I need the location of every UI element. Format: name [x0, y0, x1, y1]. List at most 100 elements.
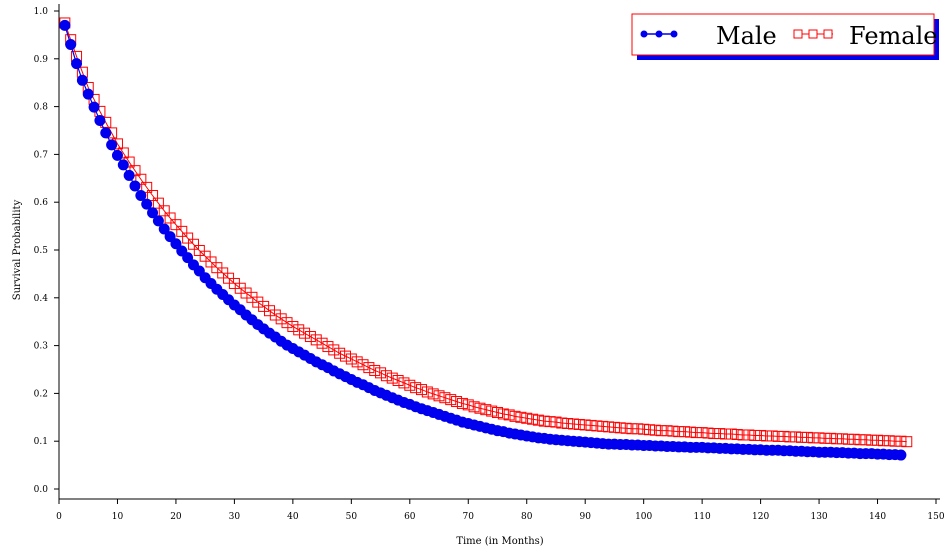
y-tick-label: 0.3: [34, 342, 49, 352]
female-point: [392, 374, 404, 386]
female-point: [199, 250, 211, 262]
female-point: [240, 287, 252, 299]
female-point: [275, 313, 287, 325]
legend-female-square: [793, 29, 803, 39]
female-point: [842, 433, 854, 445]
x-tick-label: 90: [579, 512, 591, 522]
legend-male-dot: [640, 30, 648, 38]
female-point: [550, 416, 562, 428]
female-point: [532, 414, 544, 426]
male-point: [158, 223, 170, 235]
female-point: [538, 415, 550, 427]
female-point: [328, 344, 340, 356]
male-point: [106, 139, 118, 151]
female-point: [468, 401, 480, 413]
female-point: [772, 430, 784, 442]
female-point: [182, 232, 194, 244]
female-point: [883, 435, 895, 447]
female-point: [778, 430, 790, 442]
legend: Male Female: [631, 13, 939, 60]
female-point: [825, 432, 837, 444]
female-point: [573, 418, 585, 430]
female-point: [281, 317, 293, 329]
female-point: [591, 420, 603, 432]
female-point: [456, 397, 468, 409]
male-point: [94, 114, 106, 126]
x-tick-label: 120: [752, 512, 769, 522]
female-point: [462, 399, 474, 411]
female-point: [877, 435, 889, 447]
male-point: [170, 238, 182, 250]
male-point: [65, 38, 77, 50]
female-point: [492, 407, 503, 419]
female-point: [269, 309, 281, 321]
x-axis-label: Time (in Months): [456, 536, 543, 547]
female-point: [568, 418, 580, 430]
female-point: [848, 433, 860, 445]
female-point: [474, 402, 486, 414]
x-tick-label: 80: [521, 512, 533, 522]
female-point: [445, 394, 457, 406]
x-tick-label: 70: [463, 512, 475, 522]
y-tick-label: 0.5: [34, 246, 49, 256]
female-point: [310, 334, 322, 346]
male-point: [123, 169, 135, 181]
female-point: [252, 296, 264, 308]
female-point: [562, 418, 574, 430]
female-point: [427, 388, 439, 400]
female-line: [64, 22, 907, 443]
female-point: [544, 416, 556, 428]
legend-female-marker: [793, 29, 833, 39]
x-tick-label: 60: [404, 512, 416, 522]
female-point: [667, 425, 679, 437]
female-point: [749, 429, 761, 441]
female-point: [339, 350, 351, 362]
female-point: [293, 324, 305, 336]
female-point: [614, 422, 626, 434]
legend-male-marker: [640, 30, 678, 38]
female-point: [813, 432, 825, 444]
female-point: [141, 181, 153, 193]
female-point: [661, 425, 673, 437]
x-tick-label: 140: [869, 512, 886, 522]
female-point: [357, 359, 369, 371]
male-point: [147, 207, 159, 219]
x-tick-label: 0: [56, 512, 62, 522]
female-point: [527, 413, 539, 425]
female-point: [603, 421, 615, 433]
female-point: [334, 347, 346, 359]
y-tick-label: 0.8: [34, 103, 49, 113]
female-point: [205, 256, 217, 268]
female-point: [287, 320, 299, 332]
y-tick-label: 0.2: [34, 389, 48, 399]
male-point: [895, 449, 907, 461]
female-point: [796, 431, 808, 443]
female-point: [690, 427, 702, 439]
male-point: [152, 215, 164, 227]
female-point: [170, 219, 182, 231]
female-point: [193, 244, 205, 256]
female-point: [585, 419, 597, 431]
female-point: [164, 212, 176, 224]
female-point: [258, 300, 270, 312]
female-point: [486, 405, 498, 417]
male-point: [182, 252, 194, 264]
female-point: [304, 331, 316, 343]
female-point: [404, 379, 416, 391]
legend-male-dot: [655, 30, 663, 38]
female-point: [509, 410, 521, 422]
female-point: [176, 225, 188, 237]
female-point: [708, 428, 720, 440]
x-tick-label: 20: [170, 512, 182, 522]
y-ticks: 0.0 0.1 0.2 0.3 0.4 0.5 0.6 0.7 0.8 0.9 1.0: [34, 7, 59, 495]
female-point: [743, 429, 755, 441]
legend-male-label: Male: [716, 22, 777, 50]
y-axis-label: Survival Probability: [12, 199, 23, 300]
female-point: [714, 428, 726, 440]
female-point: [644, 424, 656, 436]
female-point: [345, 353, 357, 365]
female-point: [638, 423, 650, 435]
y-tick-label: 0.7: [34, 150, 49, 160]
x-tick-label: 130: [810, 512, 827, 522]
